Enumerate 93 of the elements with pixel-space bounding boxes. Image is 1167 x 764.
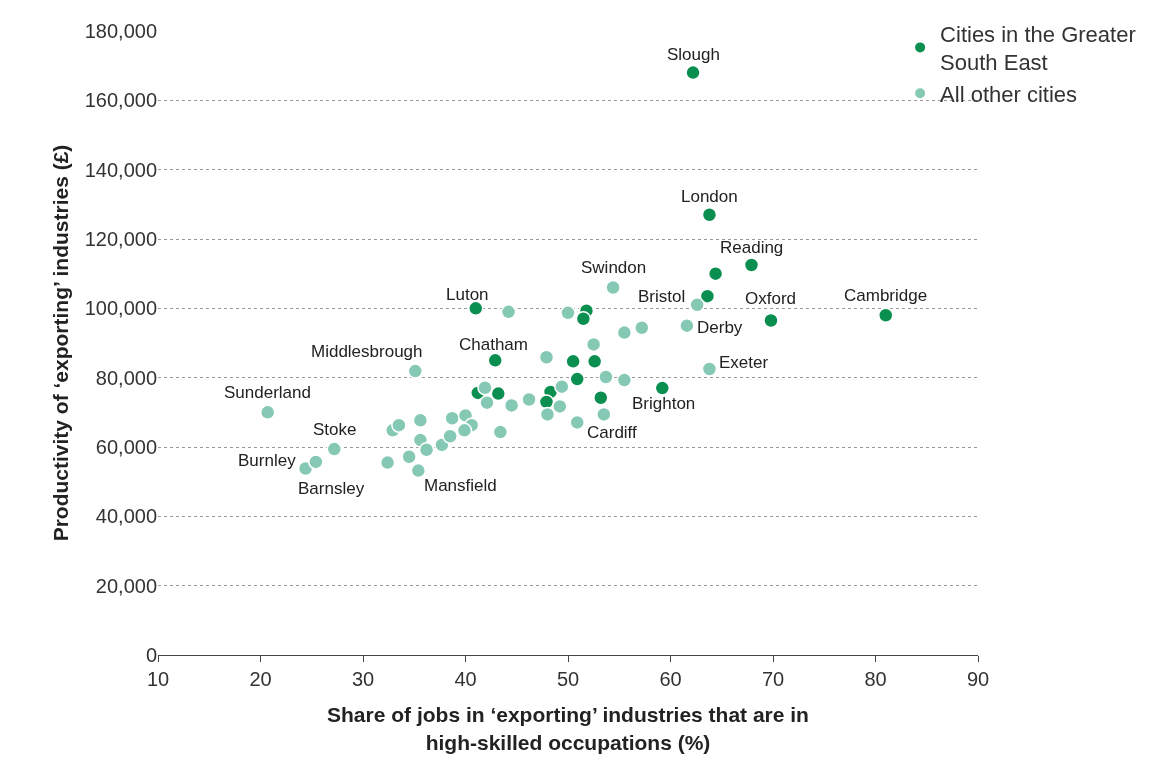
point — [326, 441, 343, 457]
point — [487, 352, 503, 369]
annotation: Cambridge — [844, 286, 928, 305]
y-tick-label: 80,000 — [95, 366, 157, 389]
point — [560, 305, 576, 321]
point — [492, 424, 509, 440]
point — [616, 372, 633, 388]
x-tick-label: 40 — [454, 668, 477, 690]
point — [654, 380, 671, 396]
point — [585, 336, 602, 353]
point — [605, 279, 621, 296]
annotation: Slough — [667, 45, 720, 64]
point — [379, 454, 396, 471]
annotation: Exeter — [719, 353, 769, 372]
point — [565, 353, 581, 370]
point — [554, 378, 570, 395]
annotation: Luton — [446, 285, 489, 304]
point — [444, 410, 460, 426]
point — [503, 397, 520, 414]
point — [707, 265, 724, 282]
annotation: Barnsley — [298, 479, 365, 498]
annotation: Mansfield — [424, 476, 497, 495]
annotation: Cardiff — [587, 423, 638, 442]
point — [586, 353, 603, 370]
point — [412, 412, 429, 429]
y-tick-label: 180,000 — [84, 20, 157, 42]
annotation: Reading — [720, 238, 784, 257]
point — [468, 300, 484, 317]
point — [407, 363, 424, 379]
point — [763, 312, 779, 329]
y-tick-label: 160,000 — [84, 89, 157, 112]
point — [598, 369, 614, 385]
point — [593, 390, 609, 406]
point — [552, 398, 568, 415]
x-tick-label: 10 — [146, 668, 170, 690]
x-tick-label: 70 — [761, 668, 785, 690]
annotation: Brighton — [632, 394, 696, 413]
point — [743, 257, 760, 273]
annotation: Derby — [697, 318, 743, 337]
point — [456, 422, 473, 439]
point — [479, 394, 495, 411]
point — [634, 320, 650, 336]
y-tick-label: 120,000 — [84, 228, 157, 250]
annotation: Sunderland — [224, 383, 311, 402]
point — [410, 462, 427, 479]
x-tick-label: 50 — [556, 668, 580, 690]
y-tick-label: 20,000 — [95, 574, 157, 597]
point — [878, 307, 894, 324]
y-tick-label: 40,000 — [95, 505, 157, 528]
point — [569, 371, 585, 387]
point — [442, 428, 458, 444]
point — [699, 288, 716, 304]
annotation: Chatham — [459, 335, 528, 354]
point — [689, 297, 705, 313]
point — [259, 404, 276, 421]
point — [685, 64, 701, 81]
point — [569, 414, 585, 431]
point — [575, 310, 592, 327]
point — [308, 454, 324, 470]
point — [391, 417, 407, 433]
y-axis-title: Productivity of ‘exporting’ industries (£) — [48, 144, 72, 542]
point — [679, 317, 695, 334]
point — [701, 361, 718, 377]
annotation: Burnley — [238, 451, 297, 470]
x-axis-title: Share of jobs in ‘exporting’ industries that are in high-skilled occupations (%) — [327, 703, 809, 754]
annotation: Bristol — [638, 287, 686, 306]
y-tick-label: 140,000 — [84, 158, 157, 181]
x-tick-label: 90 — [966, 668, 990, 690]
legend-label: All other cities — [940, 81, 1078, 107]
point — [418, 442, 435, 458]
point — [477, 379, 493, 396]
point — [538, 349, 555, 365]
annotation: Swindon — [581, 258, 647, 277]
x-tick-label: 60 — [659, 668, 682, 690]
annotation: Middlesbrough — [311, 342, 423, 361]
point — [596, 406, 612, 423]
point — [616, 324, 633, 341]
annotation: Oxford — [745, 289, 797, 308]
point — [500, 304, 517, 320]
y-tick-label: 0 — [145, 644, 157, 666]
point — [490, 385, 507, 402]
point — [401, 448, 417, 465]
annotation: London — [681, 187, 738, 206]
point — [701, 206, 718, 223]
annotation: Stoke — [313, 420, 357, 439]
x-tick-label: 80 — [864, 668, 887, 690]
y-tick-label: 60,000 — [95, 436, 157, 458]
point — [539, 406, 556, 423]
x-tick-label: 20 — [249, 668, 272, 690]
legend-label: Cities in the Greater South East — [940, 21, 1136, 76]
point — [521, 391, 537, 408]
y-tick-label: 100,000 — [84, 297, 157, 320]
x-tick-label: 30 — [351, 668, 375, 690]
